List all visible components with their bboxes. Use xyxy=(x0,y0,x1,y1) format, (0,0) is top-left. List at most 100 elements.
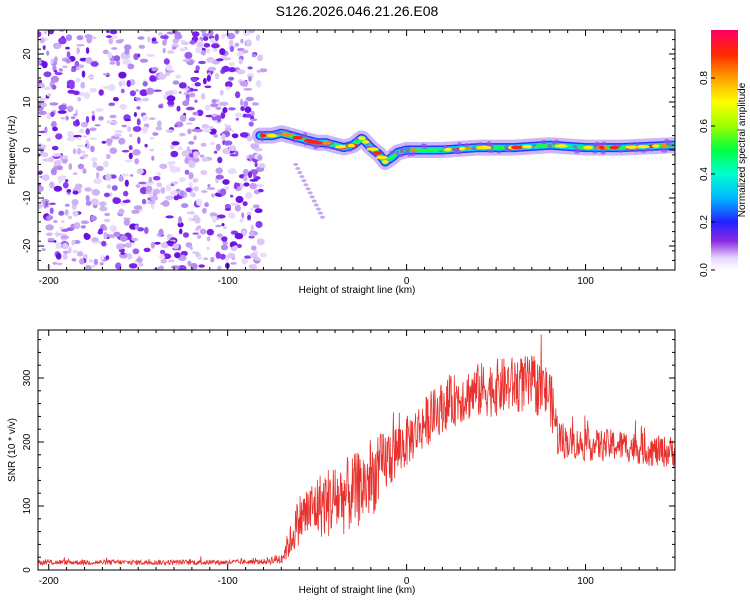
spectrogram-noise-cell xyxy=(178,216,182,224)
spectrogram-noise-cell xyxy=(216,214,226,219)
spectrogram-noise-cell xyxy=(71,199,79,206)
spectrogram-x-axis: -200 -100 0 100 xyxy=(39,30,676,287)
ridge-fringe-cell xyxy=(602,141,607,146)
spectrogram-noise-cell xyxy=(216,217,220,220)
spectrogram-noise-cell xyxy=(243,100,249,108)
spectrogram-noise-cell xyxy=(118,81,123,87)
spectrogram-noise-cell xyxy=(188,117,196,122)
spectrogram-noise-cell xyxy=(181,203,189,209)
spectrogram-noise-cell xyxy=(230,262,237,265)
spectrogram-noise-cell xyxy=(65,58,72,64)
spectrogram-noise-cell xyxy=(212,47,218,52)
spectrogram-noise-cell xyxy=(38,202,43,209)
spectrogram-noise-cell xyxy=(239,132,249,138)
spectrogram-noise-cell xyxy=(182,232,190,238)
spectrogram-noise-cell xyxy=(114,133,122,137)
spectrogram-noise-cell xyxy=(107,120,114,123)
spectrogram-noise-cell xyxy=(146,180,155,186)
spectrogram-noise-cell xyxy=(73,113,78,116)
ridge-peak-cell xyxy=(280,132,293,137)
spectrogram-x-label: Height of straight line (km) xyxy=(299,285,416,296)
ridge-peak-cell xyxy=(366,147,379,151)
spectrogram-noise-cell xyxy=(141,126,148,134)
spectrogram-noise-cell xyxy=(250,143,257,149)
ridge-fringe-cell xyxy=(400,151,404,154)
spectrogram-noise-cell xyxy=(46,112,51,120)
spectrogram-noise-cell xyxy=(59,226,65,230)
spectrogram-noise-cell xyxy=(234,91,241,99)
spectrogram-noise-cell xyxy=(116,60,121,67)
spectrogram-noise-cell xyxy=(91,264,96,268)
spectrogram-y-axis: -20 -10 0 10 20 xyxy=(22,29,675,271)
spectrogram-noise-cell xyxy=(151,37,157,43)
spectrogram-noise-cell xyxy=(211,43,220,49)
ridge-fringe-cell xyxy=(353,137,360,141)
ridge-fringe-cell xyxy=(464,143,469,148)
spectrogram-noise-cell xyxy=(247,66,253,70)
spectrogram-noise-cell xyxy=(192,88,198,92)
spectrogram-noise-cell xyxy=(248,75,252,82)
x-tick-label: -100 xyxy=(218,276,238,287)
spectrogram-noise-cell xyxy=(41,248,46,252)
spectrogram-noise-cell xyxy=(234,112,244,118)
spectrogram-noise-cell xyxy=(46,50,50,56)
spectrogram-noise-cell xyxy=(50,75,60,83)
ridge-fringe-cell xyxy=(532,143,537,147)
spectrogram-noise-cell xyxy=(146,87,154,95)
spectrogram-noise-cell xyxy=(203,128,212,133)
spectrogram-noise-cell xyxy=(215,107,222,110)
spectrogram-noise-cell xyxy=(221,65,230,72)
spectrogram-noise-cell xyxy=(55,153,62,157)
spectrogram-noise-cell xyxy=(113,55,121,62)
spectrogram-noise-cell xyxy=(188,149,193,154)
y-tick-label: -10 xyxy=(22,190,33,205)
spectrogram-noise-cell xyxy=(254,161,258,168)
spectrogram-noise-cell xyxy=(213,150,218,154)
spectrogram-noise-cell xyxy=(112,197,122,204)
spectrogram-noise-cell xyxy=(200,142,207,147)
spectrogram-noise-cell xyxy=(211,99,217,104)
ridge-peak-cell xyxy=(358,136,366,140)
spectrogram-noise-cell xyxy=(203,77,207,85)
spectrogram-noise-cell xyxy=(195,65,200,71)
spectrogram-noise-cell xyxy=(190,192,196,198)
spectrogram-noise-cell xyxy=(66,189,72,193)
spectrogram-noise-cell xyxy=(136,106,141,110)
colorbar-tick-label: 0.8 xyxy=(699,71,710,85)
x-tick-label: -100 xyxy=(218,576,238,587)
spectrogram-noise-cell xyxy=(229,45,235,53)
spectrogram-noise-cell xyxy=(243,30,250,37)
spectrogram-noise-cell xyxy=(54,232,63,236)
spectrogram-noise-cell xyxy=(99,206,108,212)
spectrogram-noise-cell xyxy=(172,46,177,50)
spectrogram-spur-cell xyxy=(317,211,323,215)
spectrogram-noise-cell xyxy=(112,97,119,102)
spectrogram-noise-cell xyxy=(105,173,112,181)
spectrogram-noise-cell xyxy=(231,129,235,133)
spectrogram-noise-cell xyxy=(196,42,204,48)
spectrogram-noise-cell xyxy=(247,214,252,221)
spectrogram-noise-cell xyxy=(127,253,133,260)
spectrogram-noise-cell xyxy=(107,84,116,91)
ridge-fringe-cell xyxy=(283,129,289,132)
ridge-fringe-cell xyxy=(421,144,428,149)
spectrogram-noise-cell xyxy=(249,230,254,237)
spectrogram-noise-cell xyxy=(148,176,153,183)
spectrogram-noise-cell xyxy=(38,58,42,66)
spectrogram-noise-cell xyxy=(62,181,69,189)
spectrogram-noise-cell xyxy=(256,238,265,246)
spectrogram-noise-cell xyxy=(86,36,93,44)
spectrogram-noise-cell xyxy=(134,97,141,101)
spectrogram-noise-cell xyxy=(244,106,252,113)
spectrogram-noise-cell xyxy=(254,208,263,214)
spectrogram-noise-cell xyxy=(102,73,110,76)
spectrogram-noise-cell xyxy=(82,153,89,158)
spectrogram-noise-cell xyxy=(123,217,131,220)
spectrogram-noise-cell xyxy=(55,252,62,260)
spectrogram-noise-cell xyxy=(257,154,263,161)
spectrogram-noise-cell xyxy=(224,81,233,88)
spectrogram-noise-cell xyxy=(191,83,195,87)
spectrogram-noise-cell xyxy=(49,181,55,189)
ridge-fringe-cell xyxy=(292,140,300,143)
